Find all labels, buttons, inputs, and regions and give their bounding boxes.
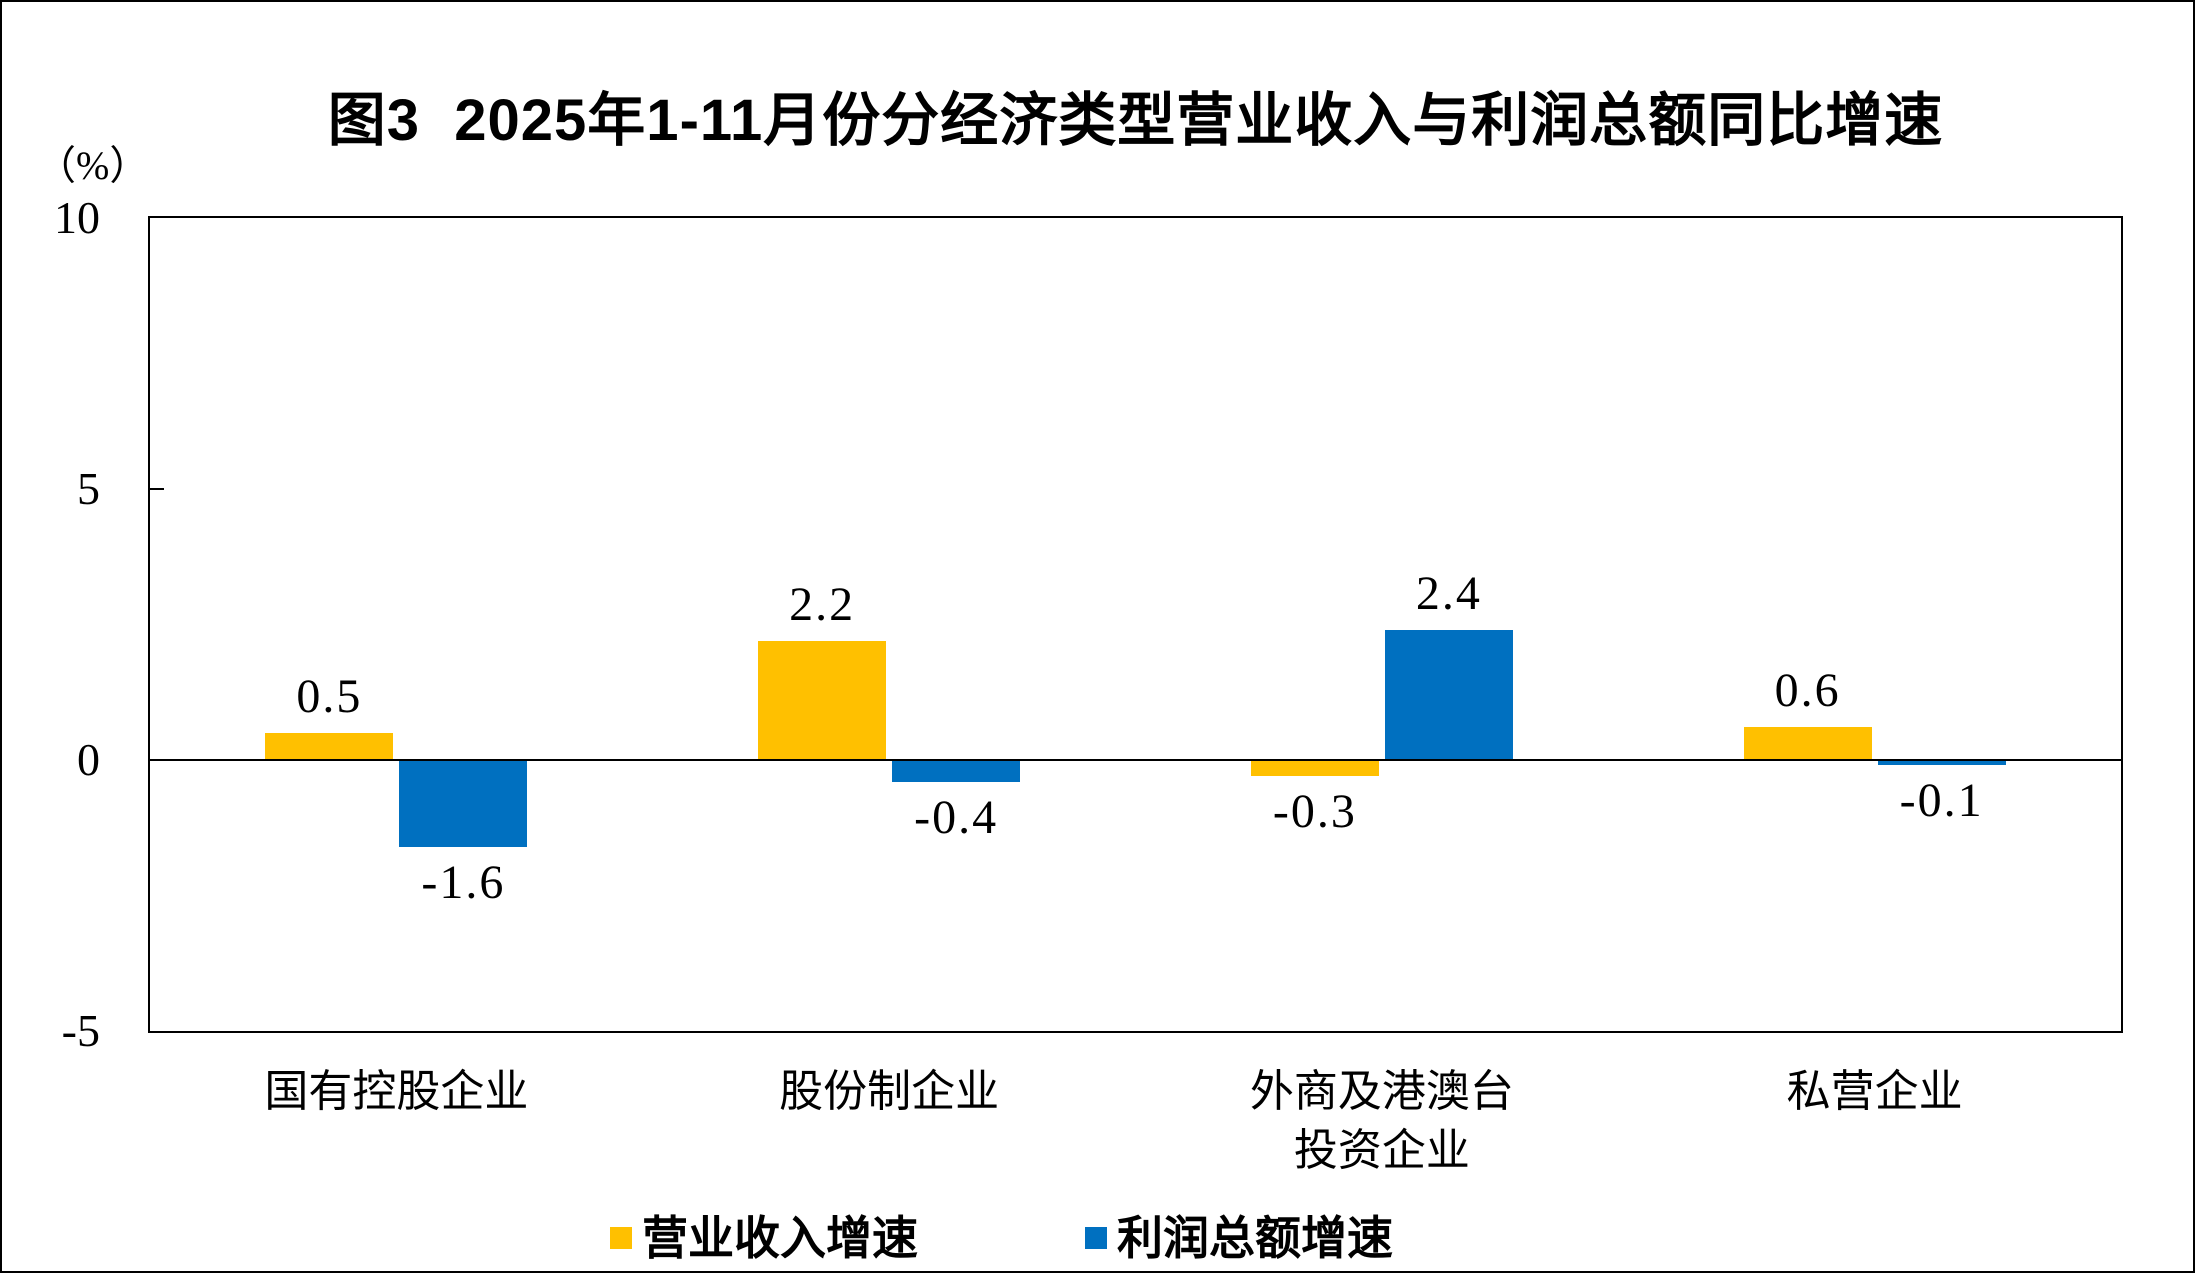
y-axis-tick-label: 0 [77, 734, 100, 785]
x-axis-category-label: 私营企业 [1786, 1067, 1963, 1116]
bar-value-label: -0.3 [1272, 785, 1357, 838]
bar-series1-group1 [892, 760, 1021, 782]
y-axis-tick-label: 10 [54, 192, 100, 243]
bar-series0-group1 [758, 641, 887, 760]
bar-value-label: 2.2 [789, 578, 856, 631]
y-axis-unit-label: （%） [36, 143, 150, 188]
y-axis-tick-mark [150, 488, 164, 490]
zero-axis-line [150, 759, 2121, 761]
legend-label: 利润总额增速 [1117, 1212, 1393, 1264]
bar-series1-group2 [1384, 630, 1513, 760]
x-axis-category-label: 国有控股企业 [264, 1067, 529, 1116]
bar-value-label: 0.6 [1774, 664, 1841, 717]
bar-value-label: 2.4 [1415, 567, 1482, 620]
legend-marker-icon [1085, 1227, 1107, 1249]
bar-series0-group0 [265, 733, 394, 760]
chart-title: 图3 2025年1-11月份分经济类型营业收入与利润总额同比增速 [327, 88, 1944, 153]
x-axis-category-label: 外商及港澳台 投资企业 [1249, 1067, 1514, 1176]
legend-item: 营业收入增速 [610, 1212, 918, 1264]
bar-value-label: -0.4 [914, 791, 999, 844]
bar-series1-group0 [399, 760, 528, 847]
bar-series0-group3 [1743, 727, 1872, 760]
legend-item: 利润总额增速 [1085, 1212, 1393, 1264]
bar-series0-group2 [1250, 760, 1379, 776]
x-axis-category-label: 股份制企业 [779, 1067, 1000, 1116]
bar-value-label: -1.6 [421, 856, 506, 909]
plot-area: 0.5 -1.6 2.2 -0.4 -0.3 2.4 0.6 -0.1 [148, 216, 2123, 1033]
y-axis-tick-label: 5 [77, 463, 100, 514]
legend-marker-icon [610, 1227, 632, 1249]
legend-label: 营业收入增速 [642, 1212, 918, 1264]
bar-value-label: -0.1 [1899, 774, 1984, 827]
bar-value-label: 0.5 [296, 670, 363, 723]
bar-series1-group3 [1877, 760, 2006, 765]
y-axis-tick-label: -5 [61, 1005, 100, 1056]
